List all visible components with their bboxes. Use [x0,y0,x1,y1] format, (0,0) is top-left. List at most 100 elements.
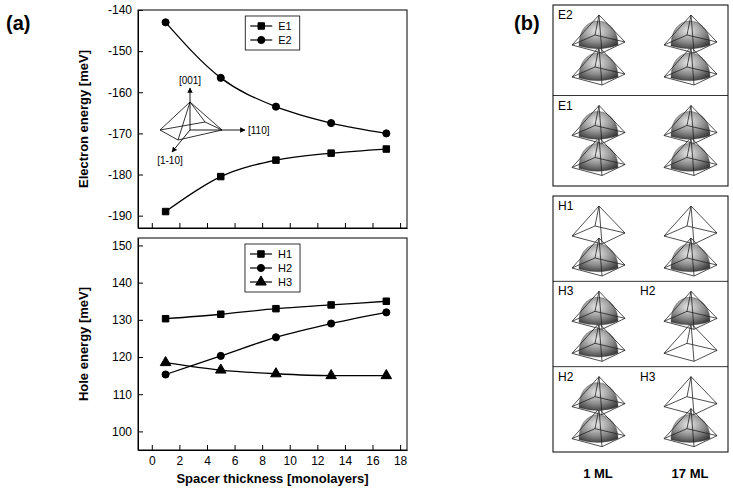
marker [328,302,334,308]
marker [162,208,168,214]
pyramid-outline [664,323,717,361]
x-tick: 2 [177,445,184,468]
diagram: E2E1H1H3H2H2H31 ML17 ML [553,5,728,481]
x-tick [373,223,374,228]
legend-label: E1 [278,20,291,32]
series-line [166,312,387,374]
pyramid [572,47,625,85]
pyramid [572,15,625,53]
tick-mark [138,216,143,217]
tick-mark [138,245,143,246]
tick-label: -140 [108,3,132,17]
pyramid [572,377,625,415]
pyramid [664,238,717,276]
legend: H1 H2 H3 [245,244,300,292]
marker [328,320,335,327]
tick-mark [138,283,143,284]
plot-frame [138,10,407,228]
tick-mark [138,320,143,321]
series-line [166,149,387,212]
tick-label: 4 [204,454,211,468]
axis-line [138,239,139,451]
tick-mark [317,223,318,228]
density-blob [671,297,710,325]
pyramid-outline [572,47,625,85]
legend-frame [245,16,299,50]
pyramid [664,409,717,447]
x-tick: 4 [204,445,211,468]
tick-label: 6 [232,454,239,468]
y-tick: -150 [108,44,143,58]
pyramid-outline [572,206,625,244]
chart: 024681012141618100110120130140150Hole en… [76,238,408,486]
annotation: [1-10] [157,155,183,166]
tick-mark [262,445,263,450]
marker [162,19,169,26]
axis-line [139,228,408,229]
tick-mark [138,10,143,11]
y-tick: -180 [108,168,143,182]
x-tick: 14 [339,445,353,468]
x-tick [345,223,346,228]
legend: E1E2 [245,16,299,50]
marker [271,368,282,377]
pyramid [664,138,717,176]
pyramid-outline [664,106,717,144]
marker [328,120,335,127]
diagram-box [553,196,728,452]
y-axis-title: Hole energy [meV] [76,287,91,401]
x-tick [317,223,318,228]
tick-mark [207,445,208,450]
pyramid-outline [572,377,625,415]
density-blob [671,21,710,49]
y-tick: 110 [113,388,143,402]
x-tick [207,223,208,228]
legend-label: H1 [278,248,292,260]
axis-line [138,11,139,229]
marker [328,150,334,156]
column-label: 1 ML [583,466,613,481]
tick-mark [138,92,143,93]
tick-label: -160 [108,86,132,100]
pyramid-outline [572,106,625,144]
x-tick: 8 [259,445,266,468]
tick-mark [152,223,153,228]
panel-label: (b) [514,12,540,34]
x-tick: 18 [394,445,408,468]
tick-label: 130 [112,313,132,327]
y-tick: -160 [108,86,143,100]
tick-mark [400,223,401,228]
legend-label: H3 [278,276,292,288]
x-tick: 6 [232,445,239,468]
legend-item: H1 [250,248,292,260]
tick-label: -150 [108,44,132,58]
legend-item: E1 [250,20,291,32]
state-label: H2 [640,284,656,298]
tick-mark [207,223,208,228]
pyramid-outline [572,15,625,53]
tick-label: 110 [113,388,132,402]
tick-label: 140 [112,276,132,290]
pyramid-outline [572,323,625,361]
x-axis [139,223,408,229]
pyramid [572,409,625,447]
tick-mark [400,445,401,450]
pyramid-outline [572,409,625,447]
legend-label: E2 [278,34,291,46]
tick-mark [179,223,180,228]
pyramid [572,106,625,144]
pyramid-outline [572,291,625,329]
y-tick: 130 [112,313,143,327]
marker [383,146,389,152]
legend-label: H2 [278,262,292,274]
row-divider [553,366,728,367]
pyramid [572,323,625,361]
legend-frame [245,244,300,292]
tick-mark [345,445,346,450]
inset: [001][1-10][110] [157,75,270,166]
pyramid [572,206,625,244]
pyramid [664,377,717,415]
inset-pyramid [160,102,222,140]
y-tick: 100 [112,425,143,439]
legend-marker [257,264,264,271]
